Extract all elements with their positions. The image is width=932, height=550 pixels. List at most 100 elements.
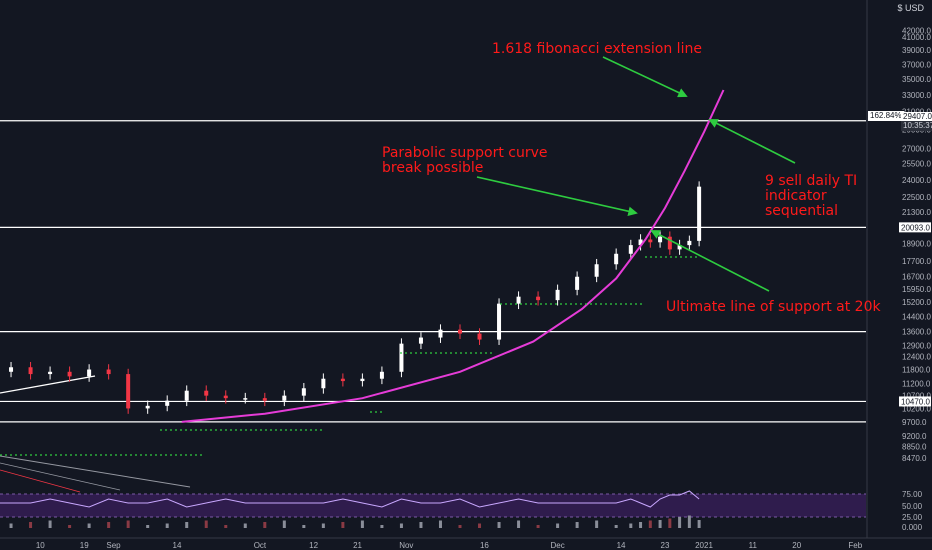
annotation-fib-extension: 1.618 fibonacci extension line [492, 41, 702, 57]
x-tick-label: 10 [36, 541, 45, 550]
x-tick-label: 14 [173, 541, 182, 550]
candle-body [223, 395, 228, 399]
y-tick-label: 11800.0 [902, 366, 931, 375]
currency-code: USD [904, 3, 924, 13]
volume-bar [204, 520, 208, 528]
countdown-badge: 10:35:37 [901, 121, 932, 131]
volume-bar [614, 525, 618, 528]
y-tick-label: 9200.0 [902, 432, 927, 441]
candle-body [614, 253, 619, 265]
y-tick-label: 27000.0 [902, 144, 931, 153]
candle-body [667, 236, 672, 250]
x-tick-label: 20 [792, 541, 801, 550]
volume-axis-label: 0.000 [902, 523, 923, 532]
candle-body [658, 236, 663, 243]
rsi-line [0, 490, 700, 508]
rsi-level-label: 75.00 [902, 490, 923, 499]
level-badge-text: 20093.0 [901, 223, 930, 232]
annotation-td-line-3: sequential [765, 203, 839, 219]
last-price-badge: 29407.0 [901, 112, 932, 122]
candle-body [184, 390, 189, 401]
volume-bar [595, 520, 599, 528]
candle-body [204, 390, 209, 396]
candle-body [106, 369, 111, 375]
currency-label[interactable]: $ USD [897, 3, 924, 13]
y-tick-label: 24000.0 [902, 176, 931, 185]
volume-bar [399, 523, 403, 528]
annotation-td-sequential: 9 sell daily TI indicator sequential [765, 174, 857, 219]
volume-bar [165, 523, 169, 528]
candle-body [145, 405, 150, 409]
candle-body [360, 378, 365, 382]
volume-bar [678, 517, 682, 528]
volume-bar [126, 520, 130, 528]
rsi-band [0, 494, 866, 517]
y-tick-label: 12900.0 [902, 342, 931, 351]
y-tick-label: 15950.0 [902, 285, 931, 294]
volume-bar [263, 522, 267, 528]
volume-bar [438, 520, 442, 528]
x-tick-label: Feb [848, 541, 862, 550]
candle-body [677, 245, 682, 250]
x-tick-label: Oct [254, 541, 267, 550]
volume-bar [146, 525, 150, 528]
x-tick-label: Nov [399, 541, 413, 550]
rsi-level-label: 50.00 [902, 502, 923, 511]
y-tick-label: 35000.0 [902, 75, 931, 84]
candle-body [697, 186, 702, 241]
y-tick-label: 22500.0 [902, 193, 931, 202]
y-tick-label: 15200.0 [902, 298, 931, 307]
x-tick-label: Sep [106, 541, 121, 550]
candle-body [67, 371, 72, 377]
currency-symbol: $ [897, 3, 903, 13]
candle-body [87, 369, 92, 377]
candle-body [628, 245, 633, 254]
x-tick-label: 23 [661, 541, 670, 550]
trend-line [0, 462, 121, 491]
level-badge-bg [899, 222, 931, 233]
x-tick-label: 2021 [695, 541, 713, 550]
volume-bar [302, 525, 306, 528]
y-tick-label: 16700.0 [902, 273, 931, 282]
candle-body [687, 240, 692, 246]
y-tick-label: 9700.0 [902, 418, 927, 427]
x-tick-label: 12 [309, 541, 318, 550]
volume-bar [360, 520, 364, 528]
trend-line [0, 375, 96, 394]
candle-body [321, 378, 326, 389]
volume-bar [687, 515, 691, 528]
volume-bar [697, 520, 701, 528]
x-tick-label: 16 [480, 541, 489, 550]
y-tick-label: 39000.0 [902, 46, 931, 55]
volume-bar [629, 523, 633, 528]
trend-line [0, 469, 81, 493]
candle-body [48, 371, 53, 375]
x-tick-label: Dec [550, 541, 564, 550]
volume-bar [185, 522, 189, 528]
trend-line [0, 455, 191, 488]
annotation-parabolic-line-1: Parabolic support curve [382, 145, 548, 161]
volume-bar [458, 525, 462, 528]
level-badge-text: 10470.0 [901, 397, 930, 406]
volume-bar [478, 523, 482, 528]
candle-body [399, 343, 404, 372]
candle-body [536, 296, 541, 301]
volume-bar [648, 520, 652, 528]
candle-body [638, 239, 643, 246]
annotation-arrow [708, 119, 796, 164]
rsi-level-label: 25.00 [902, 513, 923, 522]
candle-body [262, 398, 267, 401]
volume-bar [282, 520, 286, 528]
volume-bar [668, 518, 672, 528]
y-tick-label: 8850.0 [902, 442, 927, 451]
volume-bar [341, 522, 345, 528]
candle-body [301, 388, 306, 396]
candle-body [497, 303, 502, 340]
volume-bar [497, 522, 501, 528]
x-tick-label: 19 [80, 541, 89, 550]
y-tick-label: 25500.0 [902, 160, 931, 169]
candle-body [28, 367, 33, 375]
y-tick-label: 12400.0 [902, 352, 931, 361]
